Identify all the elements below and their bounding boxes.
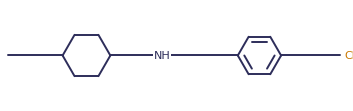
Text: NH: NH [154,51,171,60]
Text: Cl: Cl [344,51,353,60]
